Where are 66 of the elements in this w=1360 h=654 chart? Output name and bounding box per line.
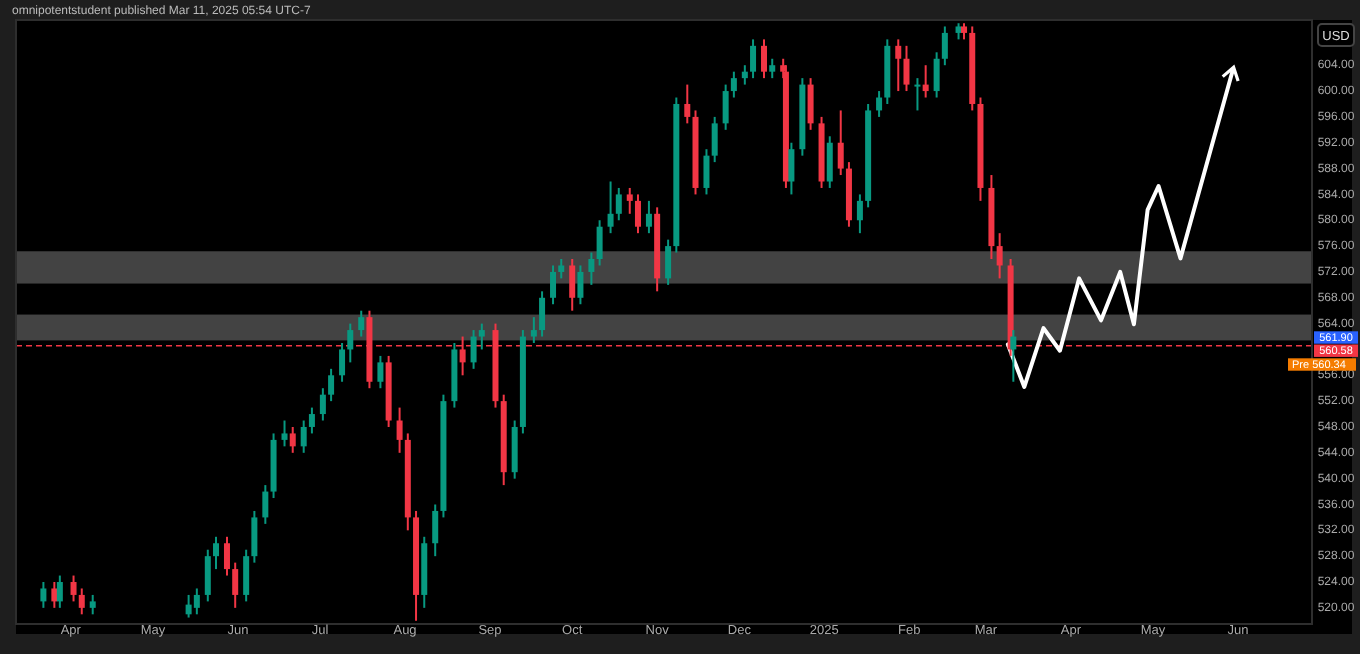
candlestick bbox=[78, 587, 85, 616]
candlestick bbox=[251, 509, 258, 564]
candlestick bbox=[876, 90, 883, 118]
candlestick bbox=[750, 38, 757, 80]
candlestick bbox=[558, 258, 565, 280]
candlestick bbox=[89, 593, 96, 616]
candlestick bbox=[933, 51, 940, 99]
candlestick bbox=[665, 238, 672, 286]
candlestick bbox=[607, 180, 614, 235]
candlestick bbox=[596, 219, 603, 267]
candlestick bbox=[396, 406, 403, 454]
candlestick bbox=[634, 193, 641, 235]
candlestick bbox=[339, 341, 346, 383]
candlestick bbox=[70, 574, 77, 603]
candlestick bbox=[300, 419, 307, 454]
candlestick bbox=[470, 329, 477, 370]
candlestick bbox=[204, 548, 211, 603]
candlestick bbox=[328, 367, 335, 403]
candlestick bbox=[243, 548, 250, 603]
candlestick bbox=[826, 135, 833, 189]
candlestick bbox=[262, 484, 269, 525]
candlestick bbox=[569, 258, 576, 312]
candlestick bbox=[478, 322, 485, 351]
candlestick bbox=[232, 561, 239, 609]
candlestick bbox=[530, 316, 537, 344]
candlestick bbox=[856, 193, 863, 235]
candlestick bbox=[996, 232, 1003, 280]
candlestick bbox=[769, 57, 776, 80]
candlestick bbox=[511, 419, 518, 480]
candlestick bbox=[722, 83, 729, 131]
candlestick bbox=[223, 535, 230, 577]
candlestick bbox=[550, 264, 557, 306]
candlestick bbox=[347, 322, 354, 364]
candlestick bbox=[903, 44, 910, 93]
candlestick bbox=[895, 38, 902, 93]
candlestick bbox=[711, 115, 718, 164]
candlestick bbox=[289, 425, 296, 454]
candlestick bbox=[185, 593, 192, 619]
candlestick bbox=[213, 535, 220, 571]
candlestick bbox=[922, 64, 929, 99]
candlestick bbox=[615, 186, 622, 222]
candlestick bbox=[281, 419, 288, 448]
candlestick bbox=[941, 25, 948, 67]
candlestick bbox=[730, 70, 737, 99]
candlestick bbox=[432, 503, 439, 558]
candlestick bbox=[319, 387, 326, 422]
candlestick bbox=[807, 77, 814, 131]
candlestick bbox=[56, 574, 63, 609]
candlestick bbox=[741, 64, 748, 86]
candlestick bbox=[539, 290, 546, 338]
candlestick bbox=[914, 77, 921, 112]
candlestick bbox=[626, 186, 633, 215]
candlestick bbox=[577, 264, 584, 306]
candlestick bbox=[645, 199, 652, 235]
candlestick bbox=[51, 581, 58, 609]
candlestick bbox=[761, 38, 768, 80]
candlestick bbox=[193, 587, 200, 616]
candlestick bbox=[588, 251, 595, 286]
candlestick bbox=[684, 83, 691, 125]
candlestick bbox=[308, 406, 315, 435]
candlestick bbox=[837, 109, 844, 177]
candlestick bbox=[377, 354, 384, 390]
candlestick bbox=[703, 148, 710, 196]
candlestick bbox=[358, 309, 365, 338]
candlestick bbox=[788, 141, 795, 196]
candlestick bbox=[40, 581, 47, 609]
